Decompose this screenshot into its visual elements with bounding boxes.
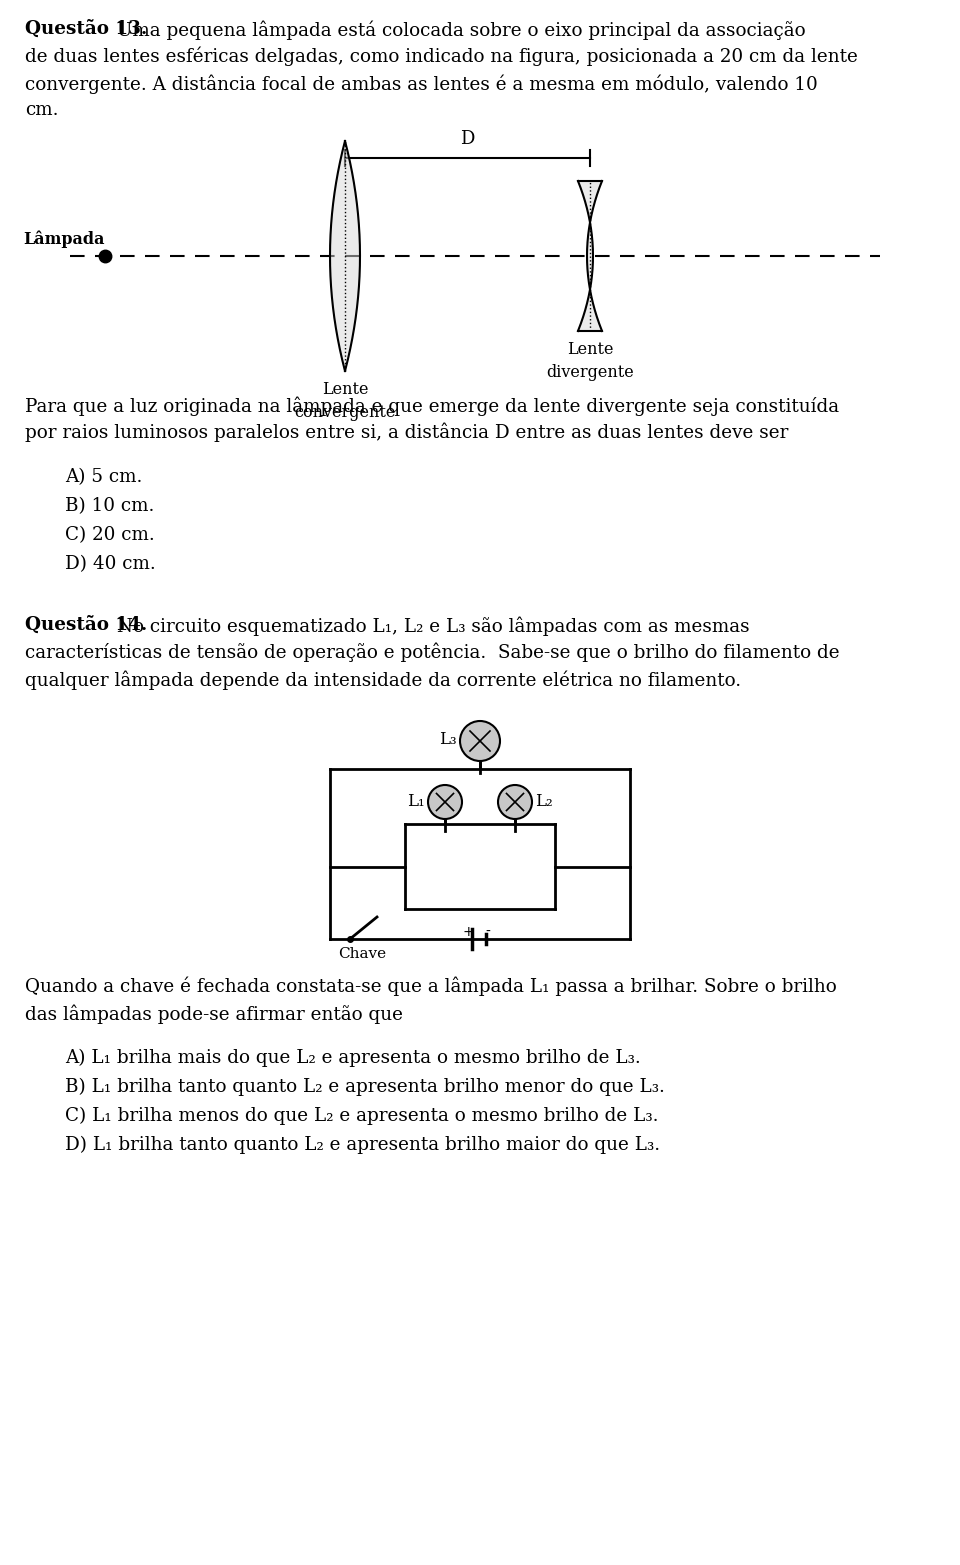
Text: divergente: divergente xyxy=(546,365,634,380)
Text: +: + xyxy=(462,925,474,939)
Text: qualquer lâmpada depende da intensidade da corrente elétrica no filamento.: qualquer lâmpada depende da intensidade … xyxy=(25,670,741,690)
Text: D) 40 cm.: D) 40 cm. xyxy=(65,556,156,573)
Text: Questão 14.: Questão 14. xyxy=(25,617,147,634)
Text: Uma pequena lâmpada está colocada sobre o eixo principal da associação: Uma pequena lâmpada está colocada sobre … xyxy=(111,20,805,39)
Text: convergente: convergente xyxy=(295,404,396,421)
Polygon shape xyxy=(330,141,360,371)
Text: das lâmpadas pode-se afirmar então que: das lâmpadas pode-se afirmar então que xyxy=(25,1005,403,1024)
Text: B) 10 cm.: B) 10 cm. xyxy=(65,498,155,515)
Text: Para que a luz originada na lâmpada e que emerge da lente divergente seja consti: Para que a luz originada na lâmpada e qu… xyxy=(25,396,839,415)
Text: C) 20 cm.: C) 20 cm. xyxy=(65,526,155,545)
Text: A) 5 cm.: A) 5 cm. xyxy=(65,468,142,487)
Text: Questão 13.: Questão 13. xyxy=(25,20,147,38)
Text: Lente: Lente xyxy=(566,341,613,358)
Text: L₁: L₁ xyxy=(407,793,425,811)
Circle shape xyxy=(460,721,500,761)
Text: D) L₁ brilha tanto quanto L₂ e apresenta brilho maior do que L₃.: D) L₁ brilha tanto quanto L₂ e apresenta… xyxy=(65,1136,660,1155)
Text: convergente. A distância focal de ambas as lentes é a mesma em módulo, valendo 1: convergente. A distância focal de ambas … xyxy=(25,74,818,94)
Text: C) L₁ brilha menos do que L₂ e apresenta o mesmo brilho de L₃.: C) L₁ brilha menos do que L₂ e apresenta… xyxy=(65,1106,659,1125)
Polygon shape xyxy=(578,182,602,332)
Text: No circuito esquematizado L₁, L₂ e L₃ são lâmpadas com as mesmas: No circuito esquematizado L₁, L₂ e L₃ sã… xyxy=(111,617,750,635)
Text: D: D xyxy=(460,130,474,149)
Text: A) L₁ brilha mais do que L₂ e apresenta o mesmo brilho de L₃.: A) L₁ brilha mais do que L₂ e apresenta … xyxy=(65,1049,640,1067)
Text: -: - xyxy=(486,925,491,939)
Text: características de tensão de operação e potência.  Sabe-se que o brilho do filam: características de tensão de operação e … xyxy=(25,643,840,662)
Text: cm.: cm. xyxy=(25,102,59,119)
Text: Quando a chave é fechada constata-se que a lâmpada L₁ passa a brilhar. Sobre o b: Quando a chave é fechada constata-se que… xyxy=(25,977,837,997)
Text: B) L₁ brilha tanto quanto L₂ e apresenta brilho menor do que L₃.: B) L₁ brilha tanto quanto L₂ e apresenta… xyxy=(65,1078,665,1095)
Text: L₂: L₂ xyxy=(535,793,553,811)
Text: por raios luminosos paralelos entre si, a distância D entre as duas lentes deve : por raios luminosos paralelos entre si, … xyxy=(25,423,788,443)
Text: Lente: Lente xyxy=(322,380,369,398)
Text: Chave: Chave xyxy=(339,947,387,961)
Text: L₃: L₃ xyxy=(440,731,457,748)
Text: Lâmpada: Lâmpada xyxy=(23,230,105,247)
Circle shape xyxy=(428,786,462,818)
Circle shape xyxy=(498,786,532,818)
Text: de duas lentes esféricas delgadas, como indicado na figura, posicionada a 20 cm : de duas lentes esféricas delgadas, como … xyxy=(25,47,858,66)
